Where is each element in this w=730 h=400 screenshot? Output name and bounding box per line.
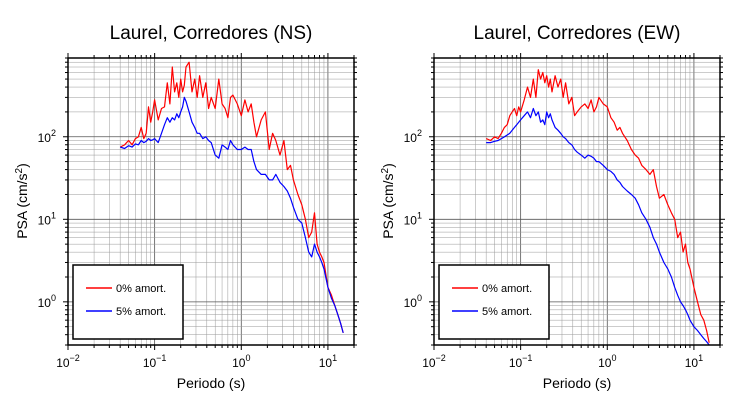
panel-ew: Laurel, Corredores (EW) 10−2 10−1 100 10110… [380, 23, 725, 391]
y-tick-label: 101 [38, 210, 56, 227]
legend-box [438, 264, 550, 340]
series-lines [485, 69, 710, 346]
chart-title: Laurel, Corredores (NS) [110, 23, 313, 44]
legend-label: 5% amort. [482, 306, 532, 318]
series-line-0 [485, 69, 710, 343]
legend-label: 5% amort. [116, 306, 166, 318]
plot-frame [67, 57, 355, 346]
y-tick-label: 102 [404, 128, 422, 145]
series-line-1 [120, 96, 344, 334]
y-axis-label: PSA (cm/s2) [380, 163, 397, 239]
x-tick-label: 10−1 [143, 353, 167, 370]
series-lines [119, 61, 344, 334]
x-tick-label: 10−1 [509, 353, 533, 370]
y-tick-label: 100 [38, 293, 56, 310]
y-tick-label: 100 [404, 293, 422, 310]
panel-ns: Laurel, Corredores (NS) 10−2 10−1 100 10110… [14, 23, 359, 391]
legend-label: 0% amort. [116, 283, 166, 295]
axis-ticks: 10−2 10−1 100 101 100 101 102 [404, 53, 725, 370]
legend: 0% amort. 5% amort. [438, 264, 550, 340]
series-line-1 [486, 107, 710, 346]
series-line-0 [119, 61, 344, 334]
y-tick-label: 101 [404, 210, 422, 227]
chart-title: Laurel, Corredores (EW) [474, 23, 681, 44]
x-tick-label: 100 [598, 353, 616, 370]
x-tick-label: 100 [232, 353, 250, 370]
legend-box [72, 264, 184, 340]
plot-frame [433, 57, 721, 346]
legend-label: 0% amort. [482, 283, 532, 295]
x-axis-label: Periodo (s) [177, 375, 245, 391]
y-axis-label: PSA (cm/s2) [14, 163, 31, 239]
y-tick-label: 102 [38, 128, 56, 145]
x-tick-label: 101 [319, 353, 337, 370]
x-axis-label: Periodo (s) [543, 375, 611, 391]
legend: 0% amort. 5% amort. [72, 264, 184, 340]
x-tick-label: 10−2 [422, 353, 446, 370]
grid [67, 57, 355, 346]
axis-ticks: 10−2 10−1 100 101 100 101 102 [38, 53, 359, 370]
x-tick-label: 101 [685, 353, 703, 370]
x-tick-label: 10−2 [56, 353, 80, 370]
